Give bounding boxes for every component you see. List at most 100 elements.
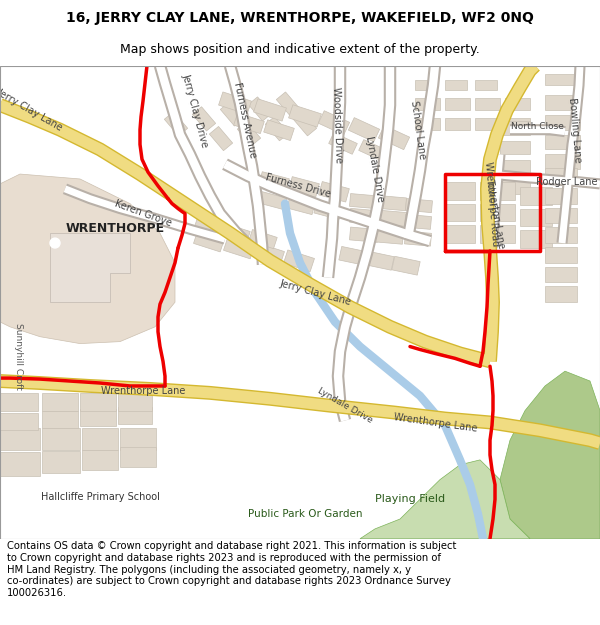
Bar	[118, 393, 152, 411]
Bar	[545, 154, 580, 169]
Text: Playing Field: Playing Field	[375, 494, 445, 504]
Bar	[545, 188, 577, 204]
Bar	[120, 447, 156, 467]
Text: Wrenthorpe Lane: Wrenthorpe Lane	[392, 412, 478, 433]
Bar	[42, 451, 80, 472]
Bar	[82, 450, 118, 470]
Text: Jerry Clay Lane: Jerry Clay Lane	[278, 278, 352, 307]
Bar	[475, 118, 500, 130]
Polygon shape	[500, 371, 600, 539]
Bar	[505, 118, 530, 130]
Bar	[545, 95, 580, 110]
Bar	[545, 247, 577, 262]
Bar	[349, 194, 379, 209]
Text: WRENTHORPE: WRENTHORPE	[65, 222, 164, 235]
Bar	[374, 229, 404, 244]
Bar	[520, 187, 552, 204]
Polygon shape	[50, 233, 130, 302]
Bar	[118, 407, 152, 424]
Bar	[222, 224, 250, 243]
Bar	[379, 211, 409, 226]
Bar	[520, 209, 552, 226]
Text: Keren Grove: Keren Grove	[113, 199, 173, 228]
Bar	[480, 182, 515, 199]
Text: Lyndale Drive: Lyndale Drive	[364, 136, 386, 203]
Bar	[406, 199, 433, 212]
Bar	[319, 111, 350, 135]
Bar	[120, 428, 156, 450]
Bar	[500, 160, 530, 174]
Bar	[377, 196, 407, 211]
Bar	[42, 428, 80, 450]
Bar	[445, 118, 470, 130]
Bar	[359, 139, 388, 161]
Bar	[249, 229, 277, 249]
Bar	[366, 251, 394, 270]
Text: Towerton Lane: Towerton Lane	[484, 177, 506, 249]
Bar	[379, 126, 410, 149]
Bar	[445, 98, 470, 110]
Bar	[238, 121, 260, 146]
Bar	[404, 231, 431, 246]
Bar	[545, 115, 580, 130]
Bar	[289, 177, 319, 197]
Bar	[265, 117, 289, 141]
Bar	[42, 411, 78, 428]
Bar	[445, 182, 475, 199]
Bar	[277, 92, 299, 116]
Bar	[445, 225, 475, 243]
Bar	[42, 393, 78, 411]
Bar	[545, 228, 577, 243]
Text: Rodger Lane: Rodger Lane	[536, 177, 598, 187]
Bar	[545, 286, 577, 302]
Bar	[445, 204, 475, 221]
Bar	[415, 98, 440, 110]
Text: Contains OS data © Crown copyright and database right 2021. This information is : Contains OS data © Crown copyright and d…	[7, 541, 457, 598]
Bar	[193, 107, 215, 131]
Bar	[445, 81, 467, 90]
Text: Furness Drive: Furness Drive	[265, 173, 332, 199]
Text: Lyndale Drive: Lyndale Drive	[316, 386, 374, 425]
Text: Jerry Clay Lane: Jerry Clay Lane	[0, 88, 64, 132]
Bar	[415, 81, 437, 90]
Bar	[545, 208, 577, 223]
Bar	[0, 412, 38, 431]
Bar	[220, 102, 244, 126]
Bar	[224, 237, 254, 259]
Bar	[505, 98, 530, 110]
Bar	[287, 196, 315, 214]
Bar	[218, 92, 251, 114]
Polygon shape	[360, 460, 530, 539]
Bar	[259, 172, 289, 192]
Text: School Lane: School Lane	[409, 100, 427, 159]
Bar	[259, 192, 287, 210]
Text: Woodside Drive: Woodside Drive	[331, 86, 343, 163]
Bar	[80, 409, 116, 426]
Bar	[404, 214, 431, 229]
Bar	[349, 118, 380, 142]
Text: Furness Avenue: Furness Avenue	[232, 81, 258, 159]
Bar	[475, 81, 497, 90]
Bar	[284, 250, 314, 272]
Text: Map shows position and indicative extent of the property.: Map shows position and indicative extent…	[120, 42, 480, 56]
Bar	[293, 112, 317, 136]
Text: Jerry Clay Drive: Jerry Clay Drive	[181, 72, 209, 148]
Bar	[194, 217, 222, 237]
Bar	[545, 267, 577, 282]
Bar	[545, 168, 577, 184]
Bar	[520, 230, 552, 248]
Bar	[480, 204, 515, 221]
Bar	[254, 243, 284, 265]
Bar	[545, 134, 580, 149]
Text: Wrenthorpe Lane: Wrenthorpe Lane	[101, 386, 185, 396]
Circle shape	[50, 238, 60, 248]
Bar	[500, 180, 530, 194]
Bar	[254, 99, 286, 121]
Bar	[392, 256, 420, 275]
Bar	[339, 246, 367, 265]
Bar	[329, 132, 358, 154]
Bar	[500, 141, 530, 154]
Bar	[319, 181, 349, 202]
Bar	[475, 98, 500, 110]
Bar	[349, 208, 379, 224]
